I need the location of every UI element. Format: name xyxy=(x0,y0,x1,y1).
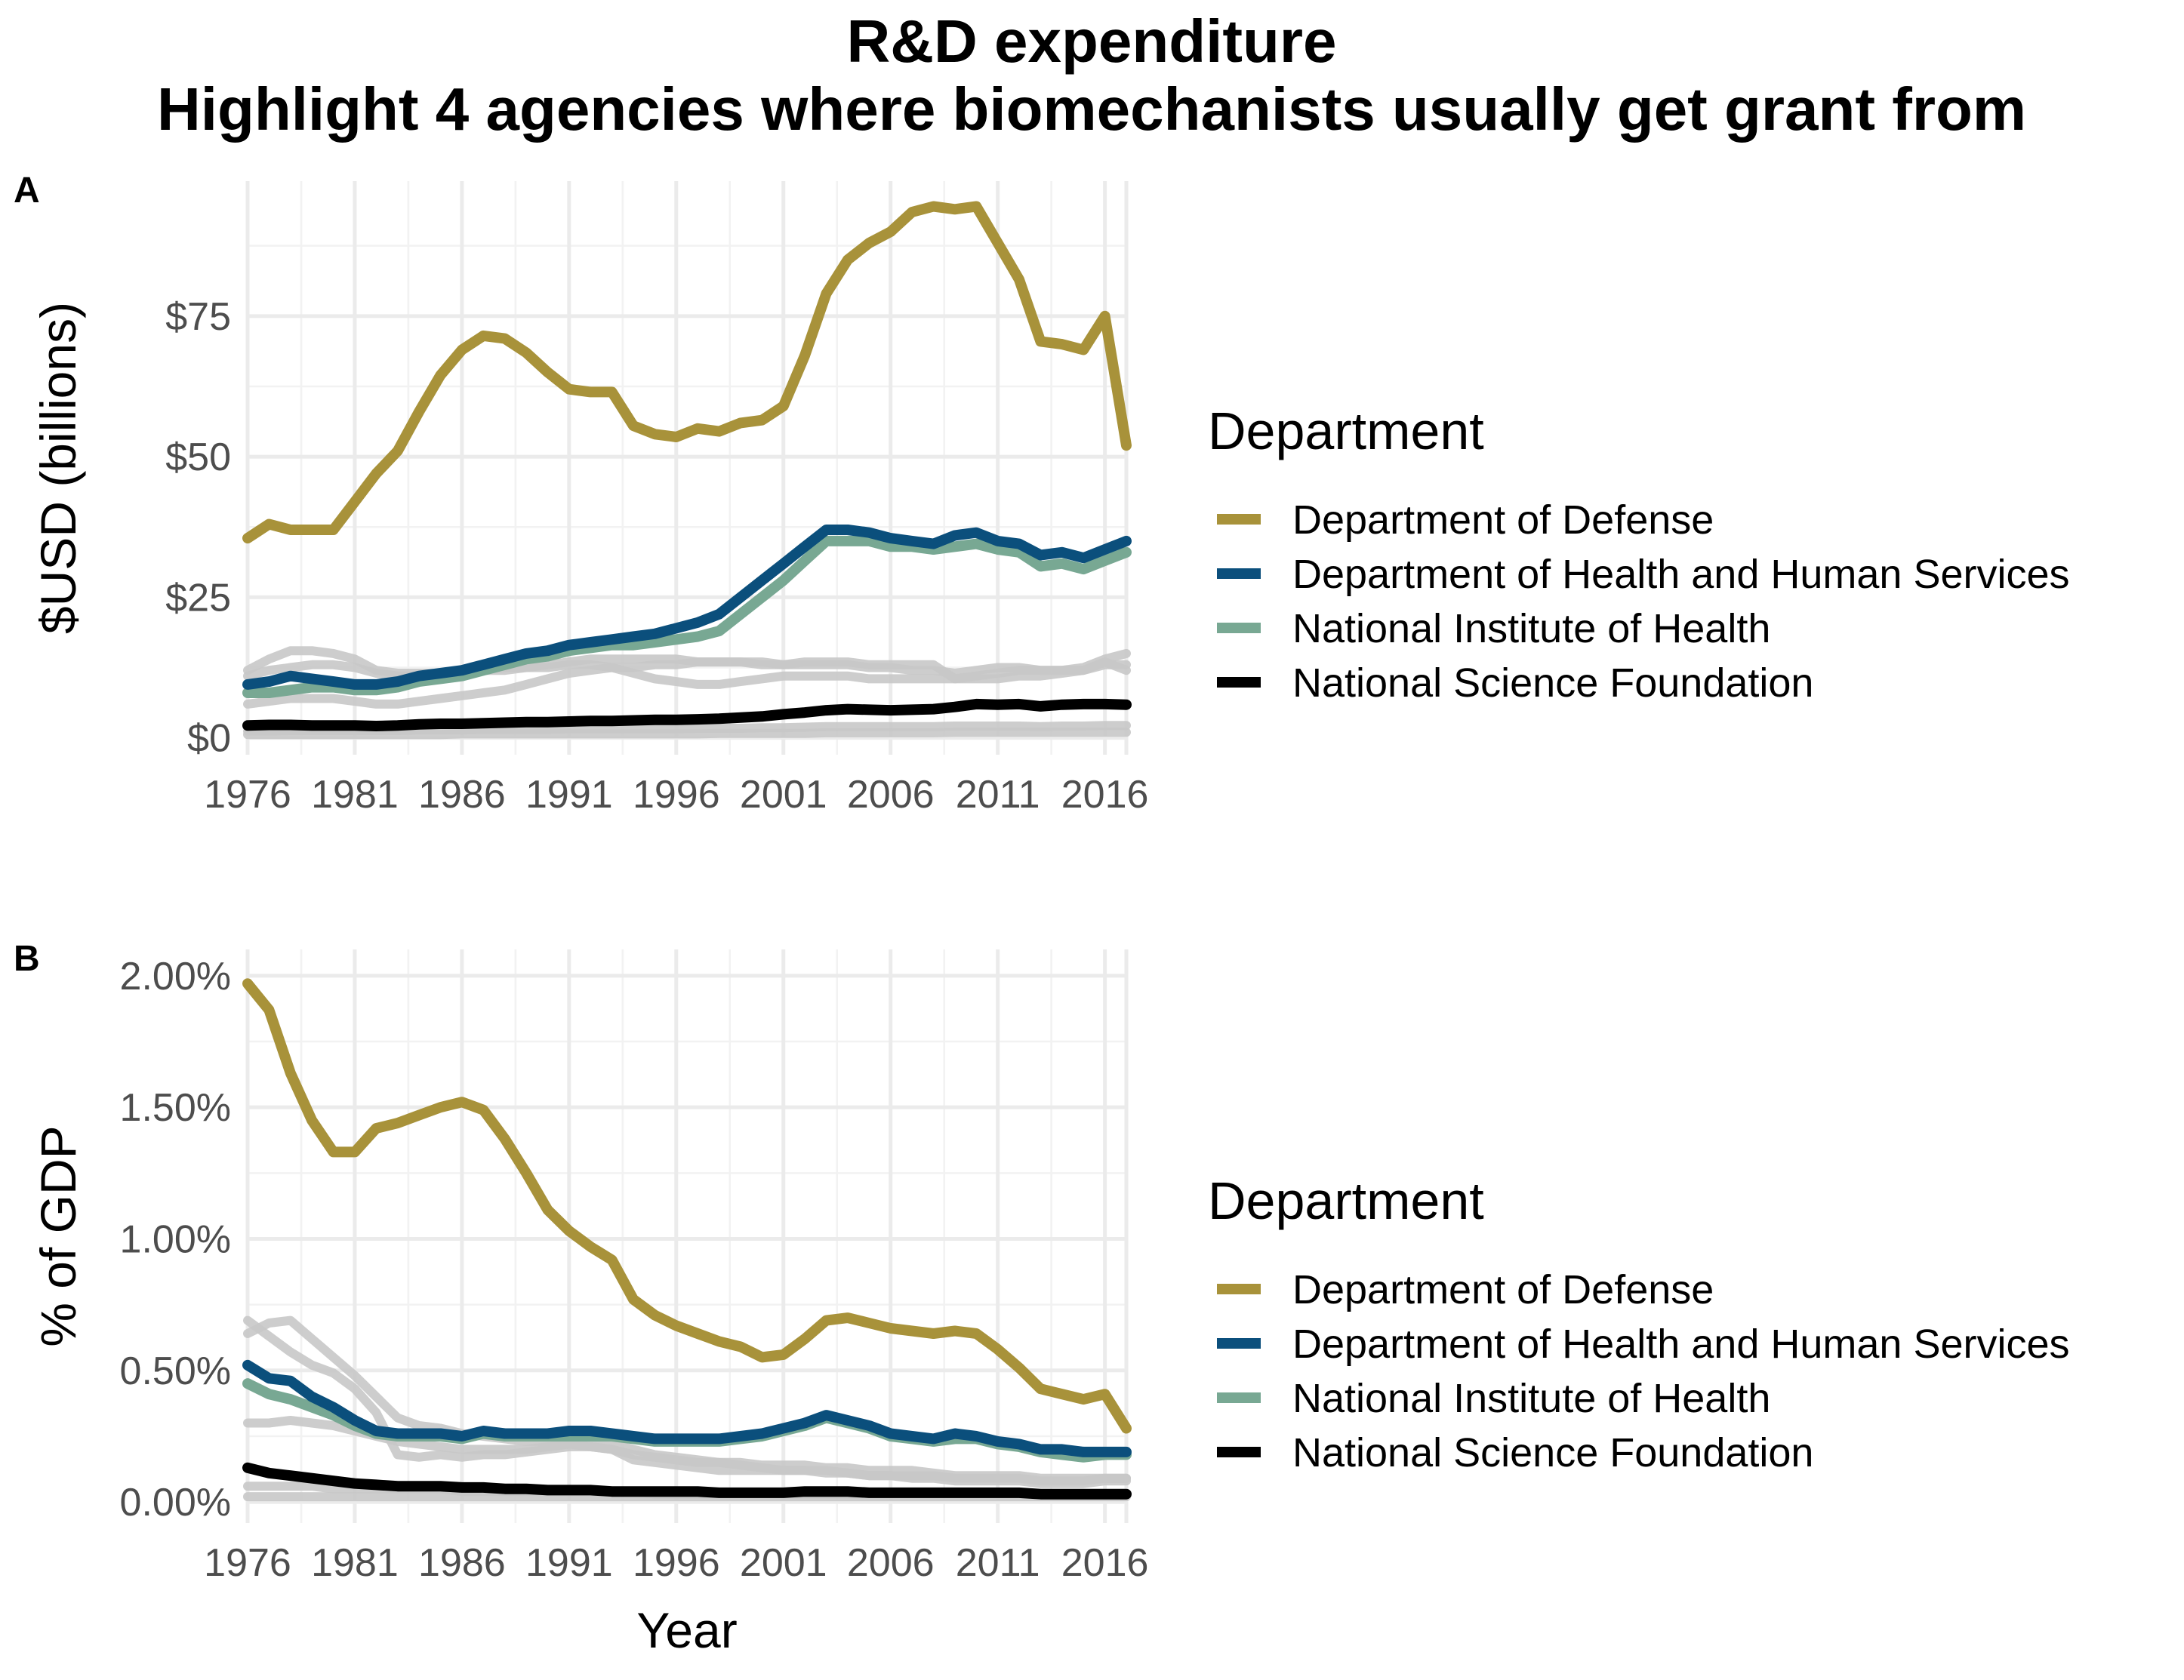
y-tick-label: $50 xyxy=(165,435,231,479)
legend-label: Department of Defense xyxy=(1292,497,1714,543)
series-line-national-science-foundation xyxy=(242,1462,1132,1500)
x-tick-label: 2016 xyxy=(1061,773,1149,817)
legend-label: National Science Foundation xyxy=(1292,660,1813,706)
x-tick-label: 1981 xyxy=(311,1541,399,1585)
series-line-department-of-health-and-human-services xyxy=(242,525,1132,690)
legend: Department Department of Defense Departmen… xyxy=(1208,402,2070,706)
legend-label: National Science Foundation xyxy=(1292,1430,1813,1475)
x-tick-label: 1996 xyxy=(633,1541,720,1585)
legend: Department Department of Defense Departmen… xyxy=(1208,1171,2070,1475)
legend-label: Department of Health and Human Services xyxy=(1292,1322,2070,1367)
y-tick-label: $0 xyxy=(187,717,231,761)
legend-label: Department of Defense xyxy=(1292,1267,1714,1312)
y-tick-label: $75 xyxy=(165,295,231,339)
x-tick-label: 1981 xyxy=(311,773,399,817)
series-line-other-agency xyxy=(243,1315,1131,1488)
series-line-other-agency xyxy=(243,728,1131,740)
x-axis-title: Year xyxy=(636,1602,737,1658)
y-axis-title: $USD (billions) xyxy=(30,302,86,634)
series-line-national-science-foundation xyxy=(242,698,1132,731)
x-tick-label: 1991 xyxy=(525,773,613,817)
x-tick-label: 1996 xyxy=(633,773,720,817)
legend-title: Department xyxy=(1208,402,1484,460)
title-line-2: Highlight 4 agencies where biomechanists… xyxy=(157,75,2026,143)
x-tick-label: 2001 xyxy=(740,773,827,817)
legend-label: National Institute of Health xyxy=(1292,606,1770,651)
series-line-department-of-defense xyxy=(242,201,1132,544)
y-tick-label: $25 xyxy=(165,576,231,620)
chart-panel-a: $0 $25 $50 $75 1976 1981 1986 1991 1996 2001 2006 2… xyxy=(14,171,2070,817)
y-tick-label: 2.00% xyxy=(120,955,231,998)
x-tick-label: 1986 xyxy=(418,1541,506,1585)
x-tick-label: 2001 xyxy=(740,1541,827,1585)
y-tick-label: 0.50% xyxy=(120,1349,231,1393)
x-tick-label: 2006 xyxy=(847,773,935,817)
title-line-1: R&D expenditure xyxy=(847,8,1337,75)
series-line-department-of-health-and-human-services xyxy=(242,1359,1132,1457)
x-tick-label: 2016 xyxy=(1061,1541,1149,1585)
legend-label: Department of Health and Human Services xyxy=(1292,552,2070,597)
x-tick-label: 2011 xyxy=(956,1541,1040,1585)
legend-title: Department xyxy=(1208,1171,1484,1230)
series-line-department-of-defense xyxy=(242,978,1132,1434)
x-tick-label: 1991 xyxy=(525,1541,613,1585)
y-tick-label: 1.00% xyxy=(120,1217,231,1261)
y-axis-title: % of GDP xyxy=(30,1125,86,1346)
chart-panel-b: 0.00% 0.50% 1.00% 1.50% 2.00% 1976 1981 1986 199… xyxy=(14,939,2070,1658)
y-tick-label: 1.50% xyxy=(120,1086,231,1130)
panel-tag: A xyxy=(14,171,40,211)
panel-tag: B xyxy=(14,939,40,979)
legend-label: National Institute of Health xyxy=(1292,1376,1770,1421)
x-tick-label: 1976 xyxy=(204,1541,291,1585)
x-tick-label: 1986 xyxy=(418,773,506,817)
x-tick-label: 2011 xyxy=(956,773,1040,817)
chart-panels: $0 $25 $50 $75 1976 1981 1986 1991 1996 2001 2006 2… xyxy=(14,171,2070,1658)
series-line-national-institute-of-health xyxy=(242,535,1132,698)
x-tick-label: 1976 xyxy=(204,773,291,817)
y-tick-label: 0.00% xyxy=(120,1481,231,1525)
x-tick-label: 2006 xyxy=(847,1541,935,1585)
series-line-other-agency xyxy=(243,657,1131,709)
